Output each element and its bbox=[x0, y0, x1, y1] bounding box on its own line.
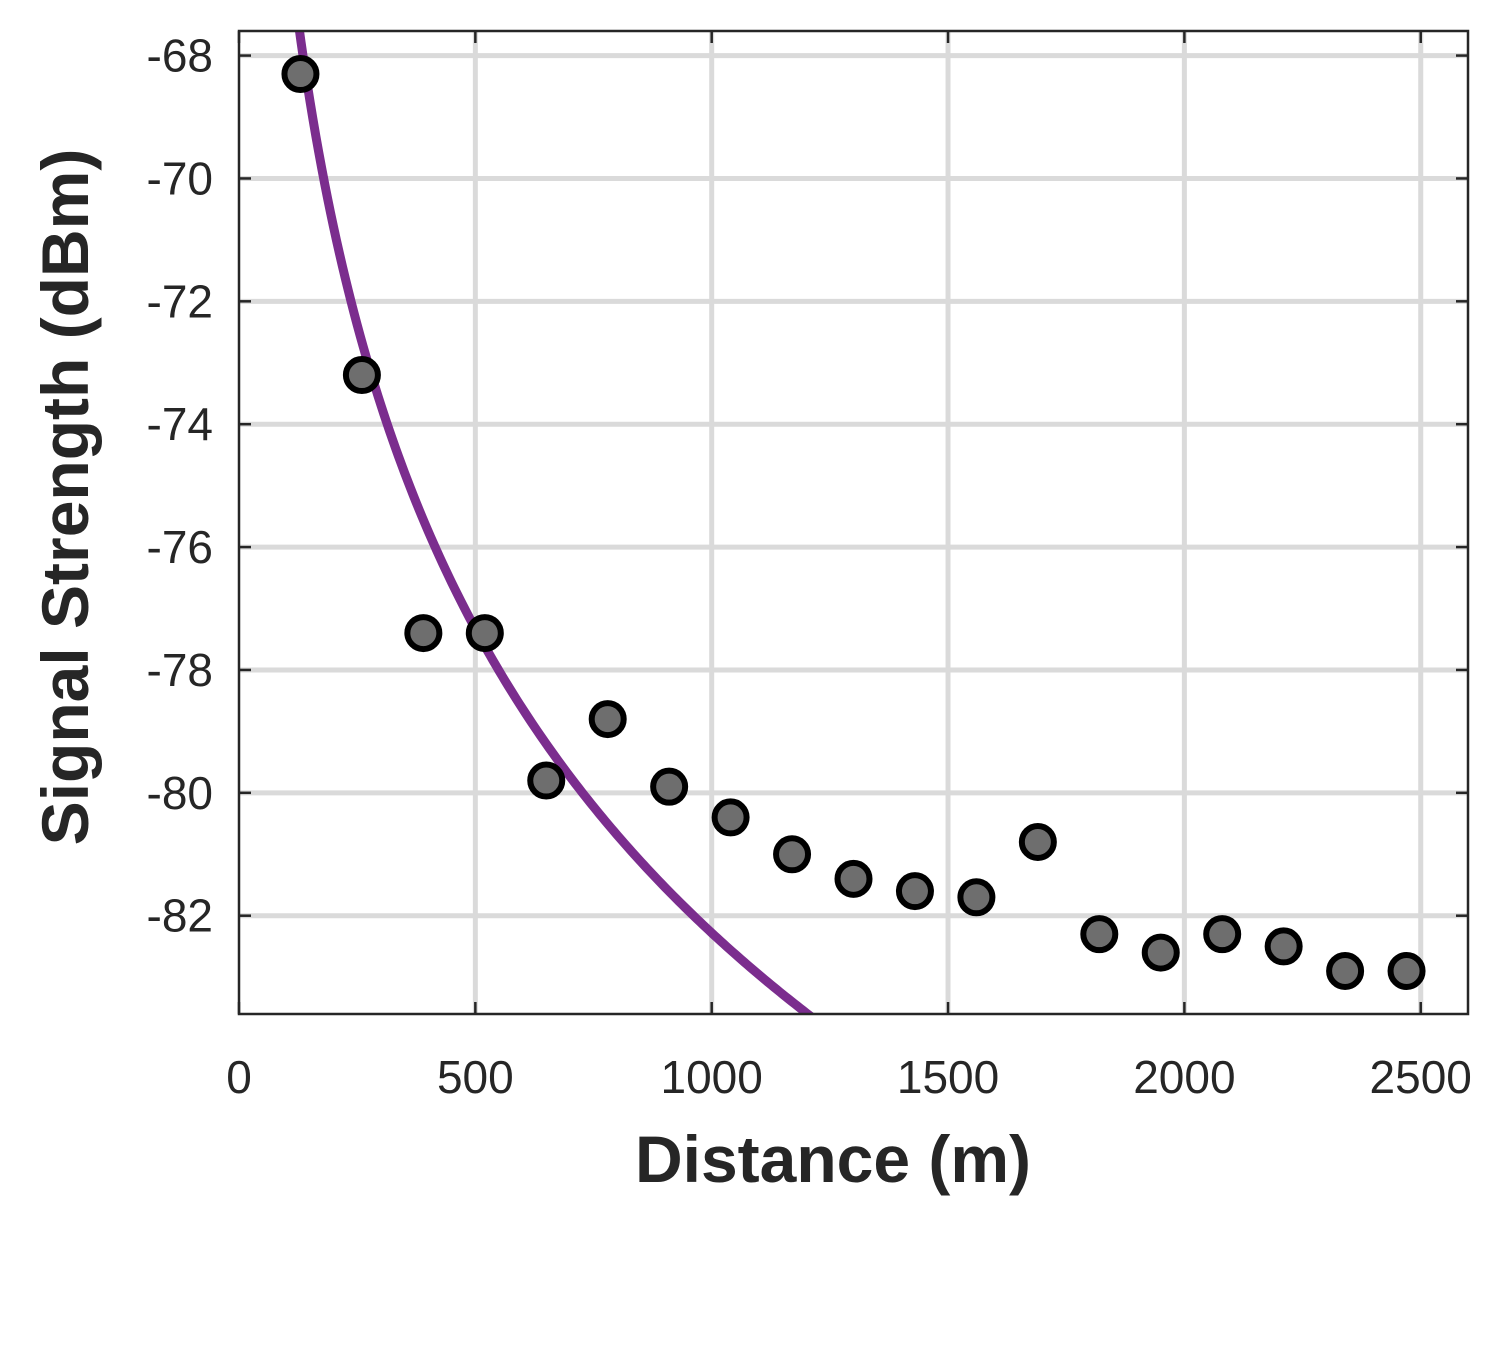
y-tick-label: -70 bbox=[147, 152, 213, 204]
x-tick-label: 2500 bbox=[1370, 1051, 1472, 1103]
x-tick-label: 500 bbox=[437, 1051, 514, 1103]
y-tick-label: -72 bbox=[147, 275, 213, 327]
data-point bbox=[895, 872, 934, 911]
data-point bbox=[1018, 822, 1057, 861]
data-point bbox=[281, 55, 320, 94]
data-point bbox=[650, 767, 689, 806]
data-point bbox=[957, 878, 996, 917]
data-point bbox=[465, 614, 504, 653]
y-tick-label: -82 bbox=[147, 890, 213, 942]
x-tick-label: 1500 bbox=[897, 1051, 999, 1103]
y-tick-labels: -82 -80 -78 -76 -74 -72 -70 -68 bbox=[147, 30, 213, 942]
data-point bbox=[1141, 933, 1180, 972]
data-point bbox=[711, 798, 750, 837]
plot-background bbox=[239, 31, 1468, 1014]
data-point bbox=[1326, 951, 1365, 990]
data-point bbox=[1203, 915, 1242, 954]
data-point bbox=[527, 761, 566, 800]
y-tick-label: -74 bbox=[147, 398, 213, 450]
gridlines bbox=[239, 31, 1468, 1014]
scatter-points-layer bbox=[281, 55, 1426, 990]
data-point bbox=[404, 614, 443, 653]
y-axis-label: Signal Strength (dBm) bbox=[28, 149, 102, 846]
y-tick-label: -68 bbox=[147, 30, 213, 82]
axes-frame bbox=[237, 29, 1470, 1016]
x-tick-label: 1000 bbox=[661, 1051, 763, 1103]
x-tick-label: 0 bbox=[226, 1051, 252, 1103]
data-point bbox=[1387, 951, 1426, 990]
data-point bbox=[588, 700, 627, 739]
data-point bbox=[1264, 927, 1303, 966]
x-tick-labels: 0 500 1000 1500 2000 2500 bbox=[226, 1051, 1472, 1103]
data-point bbox=[342, 356, 381, 395]
x-axis-label: Distance (m) bbox=[635, 1122, 1031, 1196]
data-point bbox=[1080, 915, 1119, 954]
data-point bbox=[773, 835, 812, 874]
x-tick-label: 2000 bbox=[1133, 1051, 1235, 1103]
y-tick-label: -78 bbox=[147, 644, 213, 696]
y-tick-label: -80 bbox=[147, 767, 213, 819]
y-tick-label: -76 bbox=[147, 521, 213, 573]
data-point bbox=[834, 859, 873, 898]
